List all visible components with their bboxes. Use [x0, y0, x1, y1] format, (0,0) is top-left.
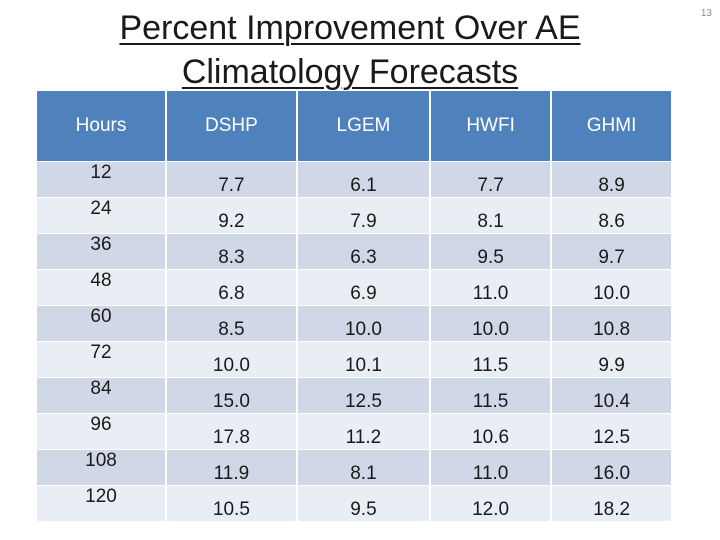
cell-dshp: 9.2 [167, 197, 298, 233]
cell-hwfi: 12.0 [431, 485, 553, 521]
cell-hours: 120 [37, 485, 167, 521]
slide-title: Percent Improvement Over AE Climatology … [90, 6, 610, 94]
slide-title-line-2: Climatology Forecasts [181, 53, 519, 91]
cell-ghmi: 10.0 [552, 269, 671, 305]
cell-ghmi: 8.6 [552, 197, 671, 233]
cell-lgem: 11.2 [297, 413, 432, 449]
cell-ghmi: 9.9 [552, 341, 671, 377]
table-row: 24 9.2 7.9 8.1 8.6 [37, 197, 671, 233]
cell-hours: 96 [37, 413, 167, 449]
improvement-table: Hours DSHP LGEM HWFI GHMI 12 7.7 6.1 7.7 8.9… [37, 91, 671, 521]
table-row: 84 15.0 12.5 11.5 10.4 [37, 377, 671, 413]
cell-hours: 60 [37, 305, 167, 341]
cell-ghmi: 18.2 [552, 485, 671, 521]
slide-title-line-1: Percent Improvement Over AE [119, 9, 581, 47]
header-hours: Hours [37, 91, 167, 161]
table-row: 108 11.9 8.1 11.0 16.0 [37, 449, 671, 485]
cell-lgem: 10.0 [297, 305, 432, 341]
header-hwfi: HWFI [431, 91, 553, 161]
cell-hours: 12 [37, 161, 167, 197]
cell-ghmi: 8.9 [552, 161, 671, 197]
cell-hours: 24 [37, 197, 167, 233]
table-row: 72 10.0 10.1 11.5 9.9 [37, 341, 671, 377]
cell-dshp: 15.0 [167, 377, 298, 413]
cell-ghmi: 9.7 [552, 233, 671, 269]
cell-hwfi: 9.5 [431, 233, 553, 269]
cell-hours: 84 [37, 377, 167, 413]
cell-dshp: 8.5 [167, 305, 298, 341]
cell-lgem: 12.5 [297, 377, 432, 413]
cell-lgem: 8.1 [297, 449, 432, 485]
cell-ghmi: 12.5 [552, 413, 671, 449]
cell-hwfi: 11.5 [431, 341, 553, 377]
table-row: 36 8.3 6.3 9.5 9.7 [37, 233, 671, 269]
cell-hwfi: 11.0 [431, 449, 553, 485]
cell-dshp: 6.8 [167, 269, 298, 305]
cell-dshp: 10.5 [167, 485, 298, 521]
cell-ghmi: 10.8 [552, 305, 671, 341]
cell-hours: 108 [37, 449, 167, 485]
cell-hwfi: 10.6 [431, 413, 553, 449]
header-lgem: LGEM [297, 91, 432, 161]
cell-hours: 48 [37, 269, 167, 305]
cell-lgem: 7.9 [297, 197, 432, 233]
cell-hwfi: 10.0 [431, 305, 553, 341]
cell-hwfi: 11.5 [431, 377, 553, 413]
cell-dshp: 10.0 [167, 341, 298, 377]
header-dshp: DSHP [167, 91, 298, 161]
cell-dshp: 17.8 [167, 413, 298, 449]
cell-ghmi: 16.0 [552, 449, 671, 485]
cell-lgem: 6.1 [297, 161, 432, 197]
cell-dshp: 8.3 [167, 233, 298, 269]
cell-lgem: 10.1 [297, 341, 432, 377]
table-row: 96 17.8 11.2 10.6 12.5 [37, 413, 671, 449]
cell-ghmi: 10.4 [552, 377, 671, 413]
table-row: 120 10.5 9.5 12.0 18.2 [37, 485, 671, 521]
cell-hwfi: 7.7 [431, 161, 553, 197]
cell-hwfi: 11.0 [431, 269, 553, 305]
cell-dshp: 7.7 [167, 161, 298, 197]
header-ghmi: GHMI [552, 91, 671, 161]
slide-number: 13 [700, 8, 712, 19]
cell-hours: 72 [37, 341, 167, 377]
cell-hwfi: 8.1 [431, 197, 553, 233]
cell-lgem: 6.3 [297, 233, 432, 269]
table-row: 12 7.7 6.1 7.7 8.9 [37, 161, 671, 197]
table-header-row: Hours DSHP LGEM HWFI GHMI [37, 91, 671, 161]
cell-lgem: 9.5 [297, 485, 432, 521]
table-row: 60 8.5 10.0 10.0 10.8 [37, 305, 671, 341]
cell-dshp: 11.9 [167, 449, 298, 485]
table-row: 48 6.8 6.9 11.0 10.0 [37, 269, 671, 305]
cell-hours: 36 [37, 233, 167, 269]
cell-lgem: 6.9 [297, 269, 432, 305]
table-body: 12 7.7 6.1 7.7 8.9 24 9.2 7.9 8.1 8.6 36 8.3 6.3 9.5 9… [37, 161, 671, 521]
